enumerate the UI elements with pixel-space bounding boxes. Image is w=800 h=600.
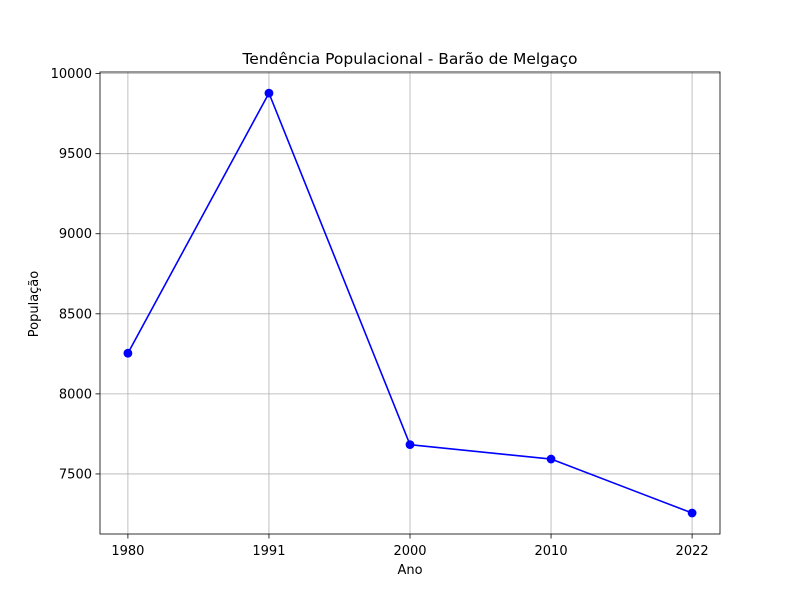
x-tick-label: 1991: [252, 544, 285, 559]
y-tick-label: 8000: [59, 387, 92, 402]
x-tick-label: 2000: [393, 544, 426, 559]
y-axis-label: População: [27, 271, 42, 338]
x-axis-label: Ano: [397, 563, 422, 578]
x-tick-label: 1980: [111, 544, 144, 559]
axes: 1980 1991 2000 2010 2022 7500 8000 8500 9000 9500…: [51, 67, 721, 559]
x-tick-label: 2010: [535, 544, 568, 559]
grid-lines: [100, 72, 720, 534]
y-tick-label: 10000: [51, 67, 92, 82]
y-tick-label: 7500: [59, 467, 92, 482]
y-tick-label: 9000: [59, 227, 92, 242]
chart-title: Tendência Populacional - Barão de Melgaç…: [241, 50, 577, 68]
y-tick-label: 8500: [59, 307, 92, 322]
data-point-2000: [405, 440, 415, 450]
data-point-2010: [546, 454, 556, 464]
series-population: [123, 88, 697, 518]
data-point-2022: [687, 508, 697, 518]
y-tick-label: 9500: [59, 147, 92, 162]
data-point-1980: [123, 348, 133, 358]
plot-frame: [99, 71, 721, 535]
data-point-1991: [264, 88, 274, 98]
x-tick-label: 2022: [676, 544, 709, 559]
